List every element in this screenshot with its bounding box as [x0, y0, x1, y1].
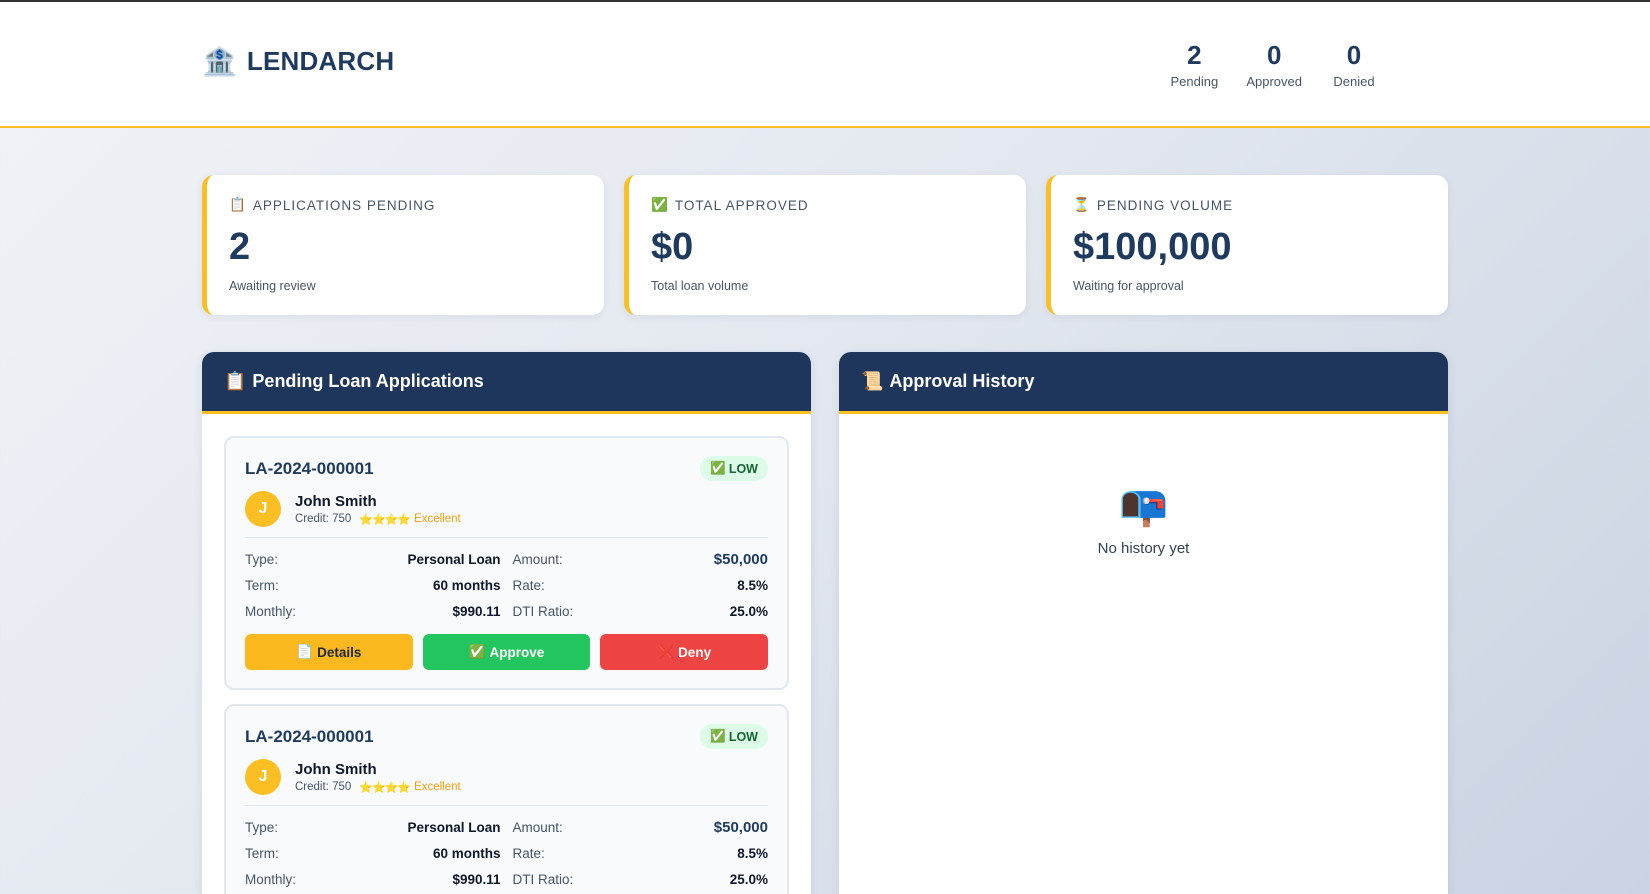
detail-type: Type: Personal Loan	[245, 551, 501, 567]
detail-term: Term: 60 months	[245, 577, 501, 593]
header-stat-pending: 2 Pending	[1170, 40, 1218, 89]
risk-label: LOW	[728, 729, 758, 744]
card-value: $0	[651, 226, 694, 268]
clipboard-icon: 📋	[229, 197, 247, 212]
credit-info: Credit: 750 ⭐⭐⭐⭐ Excellent	[295, 781, 461, 794]
risk-badge: ✅ LOW	[700, 724, 768, 749]
star-rating-icon: ⭐⭐⭐⭐	[359, 513, 411, 526]
stat-label: Approved	[1246, 74, 1302, 89]
brand-name: LENDARCH	[246, 46, 395, 76]
bank-icon: 🏦	[202, 45, 237, 77]
application-id: LA-2024-000001	[245, 458, 374, 478]
credit-score: Credit: 750	[295, 513, 352, 525]
loan-details: Type: Personal Loan Amount: $50,000 Term: 6…	[245, 546, 768, 624]
card-value: 2	[229, 226, 251, 268]
card-title: ⏳ PENDING VOLUME	[1073, 197, 1426, 213]
header-stat-approved: 0 Approved	[1246, 40, 1302, 89]
avatar: J	[245, 491, 281, 527]
card-subtitle: Awaiting review	[229, 279, 316, 293]
clipboard-icon: 📋	[224, 371, 247, 391]
avatar: J	[245, 759, 281, 795]
credit-info: Credit: 750 ⭐⭐⭐⭐ Excellent	[295, 513, 461, 526]
summary-card-applications-pending: 📋 APPLICATIONS PENDING 2 Awaiting review	[202, 175, 604, 315]
detail-type: Type: Personal Loan	[245, 819, 501, 835]
detail-rate: Rate: 8.5%	[512, 577, 769, 593]
panel-header: 📜 Approval History	[839, 352, 1448, 414]
stat-label: Pending	[1170, 74, 1219, 89]
card-subtitle: Total loan volume	[651, 279, 749, 293]
card-title-text: PENDING VOLUME	[1096, 197, 1234, 213]
stat-label: Denied	[1333, 74, 1375, 89]
check-icon: ✅	[710, 729, 726, 743]
check-icon: ✅	[710, 461, 726, 475]
empty-state: 📭 No history yet	[839, 414, 1448, 557]
detail-rate: Rate: 8.5%	[512, 845, 769, 861]
loan-details: Type: Personal Loan Amount: $50,000 Term: 6…	[245, 814, 768, 892]
check-icon: ✅	[468, 644, 486, 659]
details-button[interactable]: 📄 Details	[245, 634, 413, 670]
check-icon: ✅	[651, 197, 669, 212]
credit-score: Credit: 750	[295, 781, 352, 793]
summary-card-total-approved: ✅ TOTAL APPROVED $0 Total loan volume	[624, 175, 1026, 315]
brand[interactable]: 🏦 LENDARCH	[202, 46, 394, 77]
detail-term: Term: 60 months	[245, 845, 501, 861]
card-title-text: TOTAL APPROVED	[674, 197, 809, 213]
risk-badge: ✅ LOW	[700, 456, 768, 481]
applications-list[interactable]: LA-2024-000001 ✅ LOW J John Smith Credit…	[202, 414, 811, 894]
app-header: 🏦 LENDARCH 2 Pending 0 Approved 0 Denied	[0, 2, 1650, 128]
detail-dti: DTI Ratio: 25.0%	[512, 871, 769, 887]
risk-label: LOW	[728, 461, 758, 476]
card-title: ✅ TOTAL APPROVED	[651, 197, 1004, 213]
card-value: $100,000	[1073, 226, 1232, 268]
credit-rating: Excellent	[414, 781, 461, 793]
summary-card-pending-volume: ⏳ PENDING VOLUME $100,000 Waiting for ap…	[1046, 175, 1448, 315]
detail-monthly: Monthly: $990.11	[245, 603, 501, 619]
applicant-name: John Smith	[295, 492, 377, 510]
document-icon: 📄	[296, 644, 314, 659]
stat-value: 0	[1266, 40, 1282, 70]
mailbox-icon: 📭	[1118, 484, 1169, 528]
deny-button[interactable]: ❌ Deny	[600, 634, 768, 670]
cross-icon: ❌	[657, 644, 675, 659]
approval-history-panel: 📜 Approval History 📭 No history yet	[839, 352, 1448, 894]
star-rating-icon: ⭐⭐⭐⭐	[359, 781, 411, 794]
application-card: LA-2024-000001 ✅ LOW J John Smith Credit…	[224, 436, 789, 690]
approve-button[interactable]: ✅ Approve	[422, 634, 591, 670]
card-subtitle: Waiting for approval	[1073, 279, 1184, 293]
empty-state-text: No history yet	[1097, 540, 1190, 557]
summary-cards: 📋 APPLICATIONS PENDING 2 Awaiting review…	[202, 175, 1448, 315]
header-stats: 2 Pending 0 Approved 0 Denied	[1170, 40, 1378, 89]
panel-title: Approval History	[889, 371, 1035, 391]
applicant-name: John Smith	[295, 760, 377, 778]
detail-amount: Amount: $50,000	[512, 818, 769, 836]
applicant-info: J John Smith Credit: 750 ⭐⭐⭐⭐ Excellent	[245, 491, 768, 538]
application-actions: 📄 Details ✅ Approve ❌ Deny	[245, 634, 768, 670]
header-stat-denied: 0 Denied	[1330, 40, 1378, 89]
detail-dti: DTI Ratio: 25.0%	[512, 603, 769, 619]
credit-rating: Excellent	[414, 513, 461, 525]
card-title: 📋 APPLICATIONS PENDING	[229, 197, 582, 213]
application-card: LA-2024-000001 ✅ LOW J John Smith Credit…	[224, 704, 789, 894]
application-id: LA-2024-000001	[245, 726, 374, 746]
panel-title: Pending Loan Applications	[252, 371, 484, 391]
panel-header: 📋 Pending Loan Applications	[202, 352, 811, 414]
stat-value: 0	[1346, 40, 1362, 70]
applicant-info: J John Smith Credit: 750 ⭐⭐⭐⭐ Excellent	[245, 759, 768, 806]
scroll-icon: 📜	[861, 371, 884, 391]
pending-applications-panel: 📋 Pending Loan Applications LA-2024-0000…	[202, 352, 811, 894]
card-title-text: APPLICATIONS PENDING	[252, 197, 436, 213]
detail-monthly: Monthly: $990.11	[245, 871, 501, 887]
stat-value: 2	[1187, 40, 1202, 70]
window-top-border	[0, 0, 1650, 2]
hourglass-icon: ⏳	[1073, 197, 1091, 212]
detail-amount: Amount: $50,000	[512, 550, 769, 568]
